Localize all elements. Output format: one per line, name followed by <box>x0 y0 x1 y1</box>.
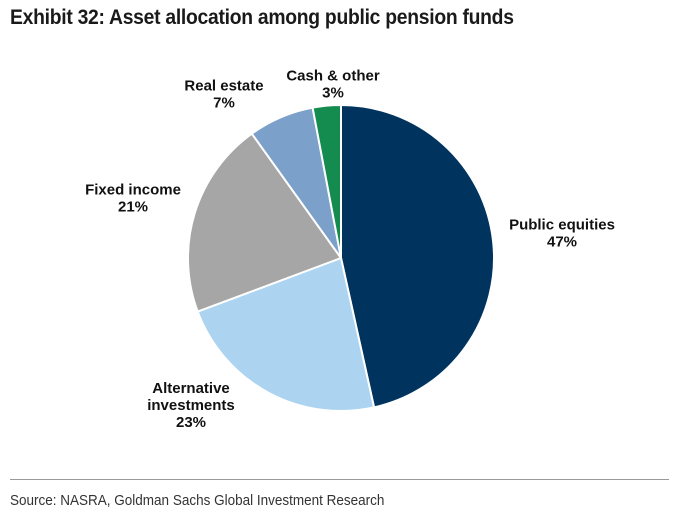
pie-slice-cash-other <box>311 104 342 259</box>
source-note: Source: NASRA, Goldman Sachs Global Inve… <box>10 492 385 509</box>
pie-label-cash-other: Cash & other 3% <box>286 68 380 102</box>
pie-slice-public-equities <box>340 104 495 409</box>
pie-label-alternative-investments: Alternative investments 23% <box>147 380 235 431</box>
footer-divider <box>10 479 669 480</box>
pie-chart: Public equities 47% Alternative investments… <box>85 68 615 432</box>
pie-slices <box>187 104 495 412</box>
pie-labels: Public equities 47% Alternative investments… <box>85 68 615 432</box>
chart-title: Exhibit 32: Asset allocation among publi… <box>10 6 514 29</box>
pie-slice-alternative-investments <box>196 257 376 412</box>
pie-label-real-estate: Real estate 7% <box>184 78 263 112</box>
pie-label-fixed-income: Fixed income 21% <box>85 182 181 216</box>
pie-slice-fixed-income <box>187 132 342 313</box>
pie-label-public-equities: Public equities 47% <box>509 217 615 251</box>
